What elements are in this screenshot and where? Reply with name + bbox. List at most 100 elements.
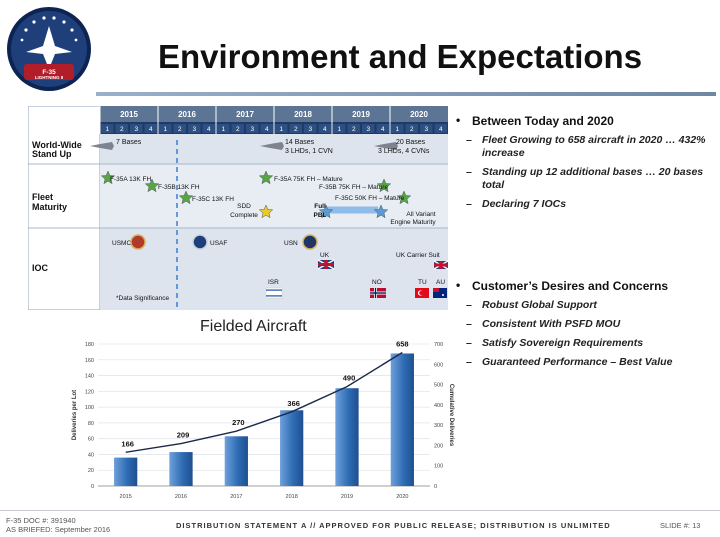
- quarter-label: 1: [163, 126, 167, 133]
- tl-bases14-sub: 3 LHDs, 1 CVN: [285, 148, 333, 155]
- milestone-star-icon: [396, 190, 412, 205]
- quarter-label: 2: [120, 126, 124, 133]
- quarter-label: 1: [395, 126, 399, 133]
- y2-tick-label: 0: [434, 484, 437, 490]
- quarter-cell: [101, 124, 114, 133]
- bullet-item: Standing up 12 additional bases … 20 bas…: [456, 166, 712, 192]
- footer-slide-number: SLIDE #: 13: [660, 521, 701, 530]
- footer-briefed: AS BRIEFED: September 2016: [6, 525, 111, 534]
- quarter-cell: [362, 124, 375, 133]
- quarter-label: 3: [366, 126, 370, 133]
- bullet-item: Guaranteed Performance – Best Value: [456, 356, 712, 369]
- jet-icon: [260, 142, 284, 150]
- quarter-cell: [173, 124, 186, 133]
- tl-f35a13k: F-35A 13K FH: [110, 176, 151, 183]
- fielded-aircraft-chart: 0 20 40 60 80 100 120 140 160 180 0 100 200 300 400 500…: [64, 338, 456, 506]
- year-label: 2019: [352, 110, 370, 119]
- cumulative-label: 166: [121, 439, 134, 448]
- x-tick-label: 2018: [286, 494, 298, 500]
- milestone-star-icon: [258, 204, 274, 219]
- quarter-label: 2: [352, 126, 356, 133]
- y-tick-label: 120: [85, 389, 94, 395]
- svg-text:F-35: F-35: [42, 69, 56, 76]
- quarter-cell: [289, 124, 302, 133]
- tl-uk: UK: [320, 252, 330, 259]
- bullet-item: Robust Global Support: [456, 299, 712, 312]
- quarter-label: 3: [250, 126, 254, 133]
- x-tick-label: 2016: [175, 494, 187, 500]
- milestone-star-icon: [178, 190, 194, 205]
- year-label: 2016: [178, 110, 196, 119]
- year-label: 2018: [294, 110, 312, 119]
- quarter-cell: [115, 124, 128, 133]
- tl-allvariant-2: Engine Maturity: [390, 219, 436, 226]
- quarter-cell: [304, 124, 317, 133]
- tl-au: AU: [436, 279, 445, 286]
- quarter-cell: [246, 124, 259, 133]
- year-label: 2020: [410, 110, 428, 119]
- quarter-label: 3: [308, 126, 312, 133]
- quarter-cell: [159, 124, 172, 133]
- tl-f35c13k: F-35C 13K FH: [192, 196, 234, 203]
- quarter-cell: [376, 124, 389, 133]
- y-tick-label: 60: [88, 437, 94, 443]
- tl-bases7: 7 Bases: [116, 139, 142, 146]
- row-label: Fleet: [32, 192, 53, 202]
- y-tick-label: 80: [88, 421, 94, 427]
- y2-tick-label: 100: [434, 464, 443, 470]
- quarter-cell: [202, 124, 215, 133]
- tl-bases14: 14 Bases: [285, 139, 315, 146]
- year-label: 2015: [120, 110, 138, 119]
- quarter-cell: [391, 124, 404, 133]
- quarter-cell: [130, 124, 143, 133]
- y2-tick-label: 600: [434, 362, 443, 368]
- quarter-cell: [231, 124, 244, 133]
- israel-flag-icon: [265, 287, 283, 299]
- quarter-cell: [420, 124, 433, 133]
- quarter-label: 4: [149, 126, 153, 133]
- footer-rule: [0, 510, 720, 511]
- cumulative-label: 270: [232, 418, 245, 427]
- quarter-label: 4: [439, 126, 443, 133]
- title-rule: [96, 92, 716, 96]
- row-label: IOC: [32, 263, 49, 273]
- row-label: Stand Up: [32, 149, 72, 159]
- cumulative-label: 490: [343, 374, 356, 383]
- tl-sdd-complete: Complete: [230, 212, 258, 219]
- quarter-cell: [405, 124, 418, 133]
- tl-usaf: USAF: [210, 240, 227, 247]
- bullet-heading-2: Customer’s Desires and Concerns: [456, 278, 712, 293]
- quarter-label: 2: [236, 126, 240, 133]
- quarter-cell: [434, 124, 447, 133]
- quarter-label: 4: [323, 126, 327, 133]
- cumulative-line: [125, 351, 403, 453]
- bullet-item: Declaring 7 IOCs: [456, 198, 712, 211]
- quarter-label: 1: [279, 126, 283, 133]
- norway-flag-icon: [370, 288, 386, 298]
- y-tick-label: 140: [85, 374, 94, 380]
- quarter-label: 3: [134, 126, 138, 133]
- bar-2019: [335, 388, 359, 486]
- bar-2017: [224, 436, 248, 486]
- quarter-label: 4: [207, 126, 211, 133]
- bar-2016: [169, 452, 193, 486]
- bullet-list: Between Today and 2020 Fleet Growing to …: [456, 108, 712, 375]
- tl-usn: USN: [284, 240, 298, 247]
- quarter-cell: [333, 124, 346, 133]
- cumulative-label: 209: [177, 431, 190, 440]
- tl-no: NO: [372, 279, 382, 286]
- usaf-seal-icon: [192, 234, 208, 250]
- tl-sdd: SDD: [237, 203, 251, 210]
- quarter-cell: [318, 124, 331, 133]
- y2-tick-label: 400: [434, 403, 443, 409]
- tl-ukcarrier: UK Carrier Suit: [396, 252, 440, 259]
- y-axis-label: Deliveries per Lot: [72, 390, 78, 440]
- quarter-cell: [275, 124, 288, 133]
- tl-fullpbl-2: PBL: [314, 212, 327, 219]
- y-tick-label: 40: [88, 452, 94, 458]
- milestone-star-icon: [144, 178, 160, 193]
- tl-bases20-sub: 3 LHDs, 4 CVNs: [378, 148, 430, 155]
- quarter-label: 2: [410, 126, 414, 133]
- y-tick-label: 0: [91, 484, 94, 490]
- bar-2020: [390, 353, 414, 486]
